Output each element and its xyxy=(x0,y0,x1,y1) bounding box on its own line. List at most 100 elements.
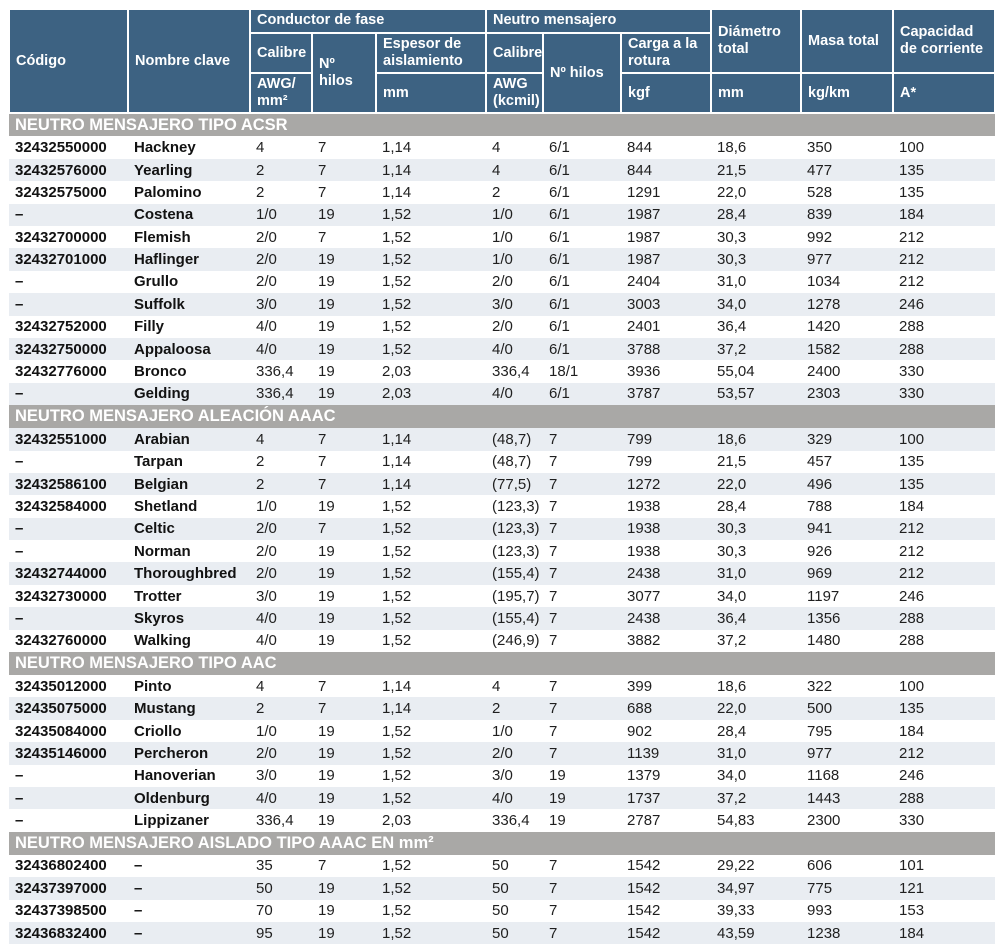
cell-calibre-neutro: (48,7) xyxy=(492,453,532,471)
cell-capacidad-corriente: 212 xyxy=(893,742,995,765)
cell-hilos-neutro: 7 xyxy=(549,453,558,471)
cell-capacidad-corriente: 153 xyxy=(899,902,925,920)
col-group-neutro-mensajero: Neutro mensajero xyxy=(485,8,713,34)
cell-capacidad-corriente: 135 xyxy=(899,183,925,201)
cell-masa-total: 477 xyxy=(801,158,894,182)
cell-calibre-neutro: 3/0 xyxy=(492,767,513,785)
unit-calibre-neutro: AWG (kcmil) xyxy=(485,72,545,115)
cell-hilos-neutro: 6/1 xyxy=(543,382,622,406)
cell-nombre-clave: Hackney xyxy=(134,139,196,157)
cell-hilos-neutro: 7 xyxy=(549,497,558,515)
cell-carga-rotura: 2438 xyxy=(621,562,712,585)
cell-calibre-fase: 35 xyxy=(256,857,273,875)
cell-hilos-neutro: 7 xyxy=(543,517,622,541)
cell-carga-rotura: 2438 xyxy=(621,607,712,630)
cell-carga-rotura: 399 xyxy=(627,677,653,695)
cell-diametro-total: 28,4 xyxy=(717,722,747,740)
cell-codigo: 32432701000 xyxy=(9,248,128,271)
section-title: NEUTRO MENSAJERO TIPO AAC xyxy=(9,652,995,676)
cell-calibre-neutro: 2/0 xyxy=(492,318,513,336)
cell-codigo: 32432752000 xyxy=(15,318,107,336)
cell-calibre-neutro: (123,3) xyxy=(486,517,544,541)
cell-calibre-neutro: 1/0 xyxy=(492,722,513,740)
cell-masa-total: 1480 xyxy=(807,632,841,650)
cell-calibre-neutro: 50 xyxy=(492,857,509,875)
cell-codigo: – xyxy=(9,517,128,541)
cell-espesor-aislamiento: 1,52 xyxy=(376,293,487,316)
cell-carga-rotura: 2404 xyxy=(627,273,661,291)
col-header-hilos-fase: Nº hilos xyxy=(311,31,377,115)
cell-calibre-fase: 3/0 xyxy=(256,767,277,785)
table-row: – Lippizaner 336,4 19 2,03 336,4 19 2787 54,83 23… xyxy=(9,809,995,831)
cell-calibre-neutro: (155,4) xyxy=(486,562,544,585)
cell-carga-rotura: 1379 xyxy=(627,767,661,785)
cell-nombre-clave: Pinto xyxy=(134,677,172,695)
cell-masa-total: 528 xyxy=(807,183,833,201)
cell-calibre-fase: 2 xyxy=(250,697,312,720)
cell-codigo: 32432575000 xyxy=(15,183,107,201)
table-row: 32437398500 – 70 19 1,52 50 7 1542 39,33 993 153 xyxy=(9,900,995,922)
table-row: 32432584000 Shetland 1/0 19 1,52 (123,3) 7 1938… xyxy=(9,495,995,517)
cell-masa-total: 788 xyxy=(807,497,833,515)
cell-calibre-fase: 1/0 xyxy=(256,497,277,515)
cell-hilos-neutro: 6/1 xyxy=(549,139,570,157)
cell-diametro-total: 30,3 xyxy=(717,228,747,246)
cell-capacidad-corriente: 212 xyxy=(893,562,995,585)
cell-calibre-neutro: 1/0 xyxy=(492,228,513,246)
cell-diametro-total: 31,0 xyxy=(711,742,802,765)
cell-masa-total: 1420 xyxy=(807,318,841,336)
cell-nombre-clave: Arabian xyxy=(128,428,250,451)
col-header-masa-total: Masa total xyxy=(800,7,895,75)
cell-codigo: – xyxy=(15,767,24,785)
cell-espesor-aislamiento: 1,14 xyxy=(376,472,487,496)
cell-hilos-neutro: 7 xyxy=(549,542,558,560)
cell-hilos-neutro: 6/1 xyxy=(549,273,570,291)
col-header-codigo: Código xyxy=(8,7,129,115)
table-row: – Celtic 2/0 7 1,52 (123,3) 7 1938 30,3 941 212 xyxy=(9,517,995,541)
cell-masa-total: 992 xyxy=(807,228,833,246)
table-row: 32435146000 Percheron 2/0 19 1,52 2/0 7 1139 31,… xyxy=(9,742,995,765)
cell-hilos-neutro: 6/1 xyxy=(549,183,570,201)
cell-masa-total: 775 xyxy=(801,877,894,900)
cell-espesor-aislamiento: 1,52 xyxy=(376,742,487,765)
cell-calibre-fase: 2/0 xyxy=(250,562,312,585)
cell-capacidad-corriente: 184 xyxy=(893,203,995,226)
cell-calibre-fase: 2 xyxy=(256,183,265,201)
table-row: – Norman 2/0 19 1,52 (123,3) 7 1938 30,3 926 212 xyxy=(9,540,995,562)
cell-espesor-aislamiento: 1,52 xyxy=(382,228,412,246)
cell-carga-rotura: 1938 xyxy=(621,517,712,541)
cell-hilos-neutro: 6/1 xyxy=(543,293,622,316)
cell-capacidad-corriente: 135 xyxy=(893,158,995,182)
cell-calibre-fase: 4/0 xyxy=(256,318,277,336)
cell-calibre-fase: 95 xyxy=(250,921,312,945)
cell-calibre-fase: 2/0 xyxy=(250,517,312,541)
unit-capacidad: A* xyxy=(892,72,996,115)
cell-codigo: 32432750000 xyxy=(9,337,128,361)
cell-codigo: 32435075000 xyxy=(9,697,128,720)
cell-nombre-clave: Trotter xyxy=(134,587,182,605)
cell-hilos-neutro: 7 xyxy=(543,742,622,765)
cell-espesor-aislamiento: 1,52 xyxy=(376,337,487,361)
cell-capacidad-corriente: 330 xyxy=(893,382,995,406)
cell-espesor-aislamiento: 1,52 xyxy=(376,203,487,226)
cell-codigo: 32432576000 xyxy=(9,158,128,182)
cell-capacidad-corriente: 184 xyxy=(893,921,995,945)
cell-calibre-neutro: 336,4 xyxy=(492,812,530,830)
cell-hilos-neutro: 6/1 xyxy=(543,203,622,226)
cell-hilos-fase: 7 xyxy=(318,183,327,201)
cell-hilos-fase: 7 xyxy=(318,857,327,875)
cell-codigo: 32436802400 xyxy=(15,857,107,875)
cell-nombre-clave: – xyxy=(128,877,250,900)
cell-masa-total: 1238 xyxy=(801,921,894,945)
cell-calibre-neutro: 4/0 xyxy=(486,382,544,406)
header-label-row: Calibre Nº hilos Espesor de aislamiento … xyxy=(9,31,995,115)
col-header-calibre-neutro: Calibre xyxy=(485,31,545,75)
cell-codigo: – xyxy=(15,542,24,560)
cell-nombre-clave: Celtic xyxy=(128,517,250,541)
cell-hilos-fase: 19 xyxy=(312,921,376,945)
cell-masa-total: 941 xyxy=(801,517,894,541)
cell-espesor-aislamiento: 2,03 xyxy=(382,363,412,381)
header-units-row: AWG/ mm² mm AWG (kcmil) kgf mm kg/km A* xyxy=(9,72,996,115)
cell-capacidad-corriente: 212 xyxy=(893,248,995,271)
